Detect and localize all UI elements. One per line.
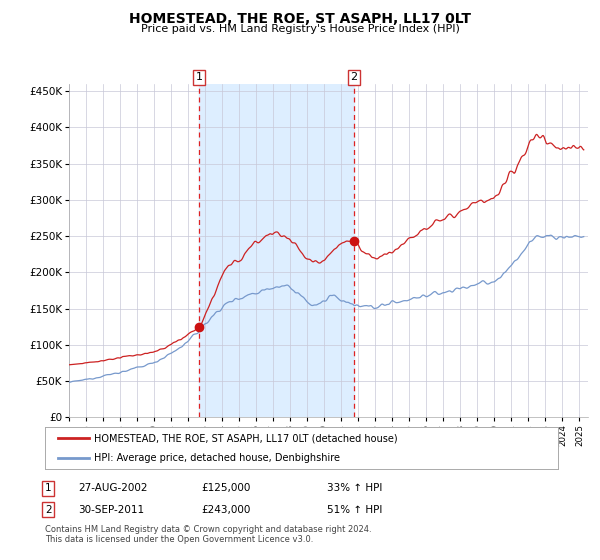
Text: £125,000: £125,000	[201, 483, 250, 493]
Text: 30-SEP-2011: 30-SEP-2011	[78, 505, 144, 515]
Text: 2: 2	[45, 505, 52, 515]
Text: This data is licensed under the Open Government Licence v3.0.: This data is licensed under the Open Gov…	[45, 534, 313, 544]
Text: Contains HM Land Registry data © Crown copyright and database right 2024.: Contains HM Land Registry data © Crown c…	[45, 525, 371, 534]
Bar	[199, 84, 354, 417]
Text: HPI: Average price, detached house, Denbighshire: HPI: Average price, detached house, Denb…	[94, 453, 340, 463]
Text: 51% ↑ HPI: 51% ↑ HPI	[327, 505, 382, 515]
Text: 1: 1	[196, 72, 203, 82]
Text: Price paid vs. HM Land Registry's House Price Index (HPI): Price paid vs. HM Land Registry's House …	[140, 24, 460, 34]
Text: HOMESTEAD, THE ROE, ST ASAPH, LL17 0LT (detached house): HOMESTEAD, THE ROE, ST ASAPH, LL17 0LT (…	[94, 433, 397, 444]
Text: 33% ↑ HPI: 33% ↑ HPI	[327, 483, 382, 493]
Text: HOMESTEAD, THE ROE, ST ASAPH, LL17 0LT: HOMESTEAD, THE ROE, ST ASAPH, LL17 0LT	[129, 12, 471, 26]
Text: 1: 1	[45, 483, 52, 493]
Text: 2: 2	[350, 72, 358, 82]
Text: £243,000: £243,000	[201, 505, 250, 515]
Text: 27-AUG-2002: 27-AUG-2002	[78, 483, 148, 493]
